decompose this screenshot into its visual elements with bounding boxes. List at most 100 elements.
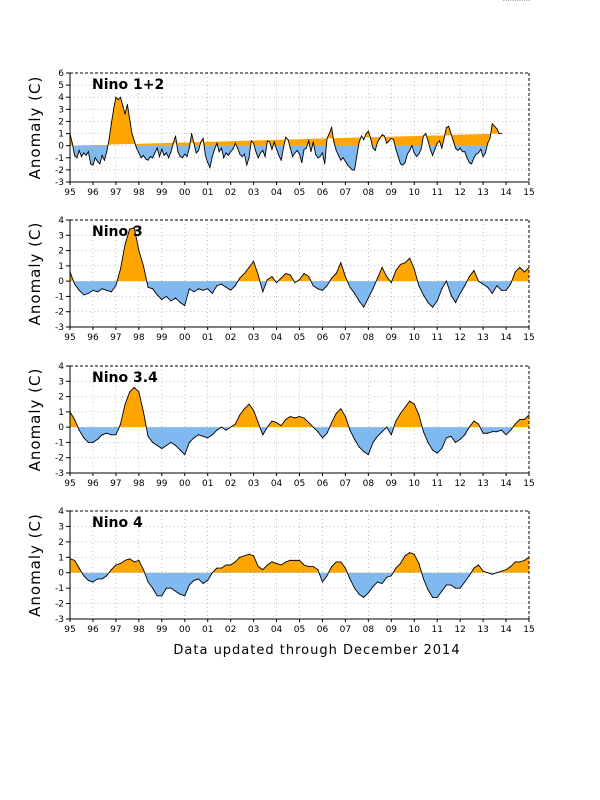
data-point bbox=[379, 137, 381, 139]
data-point bbox=[115, 434, 117, 436]
data-point bbox=[216, 285, 218, 287]
data-point bbox=[129, 391, 131, 393]
data-point bbox=[266, 426, 268, 428]
data-point bbox=[106, 575, 108, 577]
data-point bbox=[97, 160, 99, 162]
data-point bbox=[321, 152, 323, 154]
data-point bbox=[468, 426, 470, 428]
data-point bbox=[285, 136, 287, 138]
data-point bbox=[78, 429, 80, 431]
data-point bbox=[457, 150, 459, 152]
x-tick-label: 12 bbox=[454, 333, 465, 343]
data-point bbox=[445, 280, 447, 282]
data-point bbox=[484, 152, 486, 154]
data-point bbox=[386, 142, 388, 144]
data-point bbox=[74, 154, 76, 156]
data-point bbox=[455, 302, 457, 304]
data-point bbox=[220, 567, 222, 569]
data-point bbox=[188, 147, 190, 149]
data-point bbox=[269, 141, 271, 143]
data-point bbox=[349, 429, 351, 431]
data-point bbox=[505, 289, 507, 291]
data-point bbox=[142, 265, 144, 267]
data-point bbox=[436, 142, 438, 144]
y-tick-label: -1 bbox=[55, 438, 64, 448]
data-point bbox=[441, 448, 443, 450]
data-point bbox=[294, 282, 296, 284]
data-point bbox=[147, 159, 149, 161]
data-point bbox=[76, 157, 78, 159]
data-point bbox=[519, 0, 521, 1]
data-point bbox=[312, 141, 314, 143]
data-point bbox=[129, 228, 131, 230]
data-point bbox=[358, 593, 360, 595]
y-tick-label: 5 bbox=[58, 81, 64, 91]
data-point bbox=[315, 153, 317, 155]
data-point bbox=[271, 148, 273, 150]
data-point bbox=[326, 432, 328, 434]
data-point bbox=[459, 587, 461, 589]
data-point bbox=[97, 578, 99, 580]
data-point bbox=[526, 0, 528, 1]
y-tick-label: 0 bbox=[58, 142, 64, 152]
data-point bbox=[101, 288, 103, 290]
data-point bbox=[468, 162, 470, 164]
data-point bbox=[367, 454, 369, 456]
data-point bbox=[500, 570, 502, 572]
data-point bbox=[142, 154, 144, 156]
x-tick-label: 08 bbox=[363, 625, 375, 635]
data-point bbox=[402, 164, 404, 166]
data-point bbox=[317, 569, 319, 571]
x-tick-label: 01 bbox=[202, 625, 213, 635]
data-point bbox=[503, 0, 505, 1]
data-point bbox=[170, 151, 172, 153]
data-point bbox=[147, 581, 149, 583]
x-tick-label: 03 bbox=[248, 625, 259, 635]
x-tick-label: 05 bbox=[294, 333, 305, 343]
data-point bbox=[418, 285, 420, 287]
y-tick-label: -2 bbox=[55, 600, 64, 610]
data-point bbox=[119, 268, 121, 270]
data-point bbox=[92, 289, 94, 291]
data-point bbox=[248, 266, 250, 268]
data-point bbox=[83, 437, 85, 439]
data-point bbox=[83, 575, 85, 577]
panel-title: Nino 3 bbox=[92, 224, 143, 240]
data-point bbox=[83, 152, 85, 154]
x-tick-label: 06 bbox=[317, 333, 329, 343]
data-point bbox=[399, 562, 401, 564]
data-point bbox=[262, 434, 264, 436]
data-point bbox=[165, 295, 167, 297]
x-tick-label: 03 bbox=[248, 333, 259, 343]
data-point bbox=[198, 434, 200, 436]
data-point bbox=[161, 448, 163, 450]
data-point bbox=[478, 152, 480, 154]
data-point bbox=[358, 141, 360, 143]
data-point bbox=[333, 141, 335, 143]
data-point bbox=[445, 584, 447, 586]
data-point bbox=[83, 294, 85, 296]
x-tick-label: 99 bbox=[156, 625, 168, 635]
data-point bbox=[280, 277, 282, 279]
x-tick-label: 07 bbox=[340, 625, 351, 635]
x-tick-label: 13 bbox=[477, 333, 488, 343]
x-tick-label: 09 bbox=[386, 188, 398, 198]
data-point bbox=[299, 279, 300, 281]
data-point bbox=[239, 153, 241, 155]
data-point bbox=[299, 415, 300, 417]
data-point bbox=[74, 283, 76, 285]
data-point bbox=[230, 151, 232, 153]
y-tick-label: 1 bbox=[58, 408, 64, 418]
data-point bbox=[340, 159, 342, 161]
x-tick-label: 95 bbox=[64, 188, 75, 198]
x-tick-label: 04 bbox=[271, 479, 283, 489]
data-point bbox=[211, 572, 213, 574]
x-tick-label: 07 bbox=[340, 479, 351, 489]
data-point bbox=[74, 419, 76, 420]
data-point bbox=[360, 135, 362, 137]
data-point bbox=[491, 123, 493, 125]
data-point bbox=[528, 0, 530, 1]
data-point bbox=[354, 169, 356, 171]
data-point bbox=[110, 434, 112, 436]
